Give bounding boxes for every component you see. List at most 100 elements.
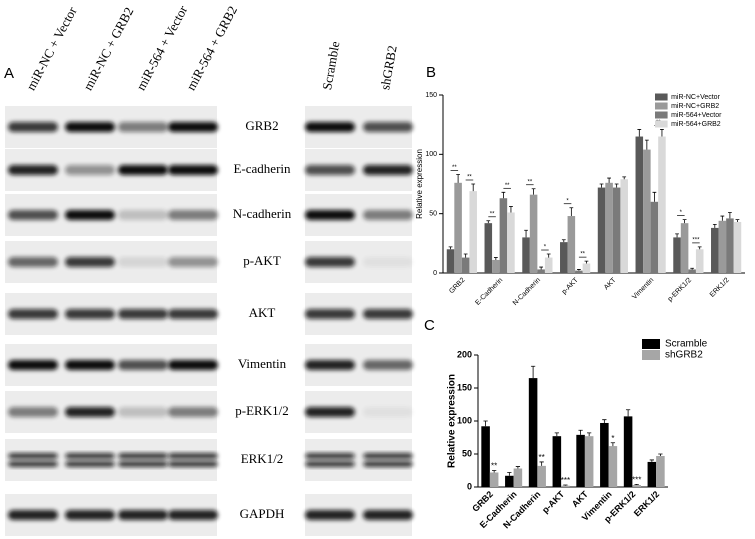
- blot-band: [305, 309, 355, 319]
- x-tick-label: N-Cadherin: [512, 277, 542, 307]
- blot-row-label: p-AKT: [243, 253, 281, 268]
- bar: [484, 223, 493, 273]
- significance-label: *: [566, 198, 569, 204]
- bar: [608, 446, 618, 487]
- blot-band: [305, 461, 355, 467]
- blot-band: [8, 309, 58, 319]
- y-tick-label: 50: [462, 448, 472, 458]
- legend-label: Scramble: [665, 339, 708, 350]
- bar: [733, 221, 742, 273]
- bar: [658, 136, 666, 273]
- blot-column-label: miR-NC + GRB2: [80, 5, 136, 93]
- y-tick-label: 150: [425, 92, 437, 99]
- blot-band: [65, 461, 115, 467]
- error-bar: [554, 432, 559, 437]
- error-bar: [546, 253, 551, 258]
- y-axis-label: Relative expression: [415, 149, 424, 219]
- error-bar: [539, 266, 544, 270]
- blot-band: [363, 257, 413, 267]
- blot-band: [118, 210, 168, 220]
- bar: [505, 475, 514, 487]
- error-bar: [660, 129, 664, 137]
- bar: [597, 187, 606, 273]
- blot-band: [168, 510, 218, 520]
- blot-band: [8, 407, 58, 417]
- error-bar: [539, 461, 544, 466]
- y-axis-label: Relative expression: [447, 374, 458, 468]
- blot-row-label: GAPDH: [240, 506, 285, 521]
- legend-label: shGRB2: [665, 350, 703, 361]
- error-bar: [735, 219, 740, 222]
- blot-band: [65, 257, 115, 267]
- blot-band: [363, 461, 413, 467]
- error-bar: [607, 177, 611, 183]
- error-bar: [448, 246, 453, 250]
- blot-band: [65, 122, 115, 132]
- blot-band: [305, 407, 355, 417]
- error-bar: [602, 419, 607, 423]
- error-bar: [507, 472, 512, 476]
- blot-band: [363, 407, 413, 417]
- bar: [507, 212, 515, 273]
- error-bar: [578, 429, 583, 435]
- bar: [469, 191, 477, 273]
- x-tick-label: p-ERK1/2: [667, 277, 693, 303]
- significance-label: **: [539, 453, 545, 462]
- significance-label: *: [611, 434, 614, 443]
- bar: [461, 257, 470, 273]
- blot-band: [65, 453, 115, 459]
- y-tick-label: 100: [457, 415, 472, 425]
- blot-column-label: miR-564 + Vector: [133, 2, 191, 92]
- blot-column-label: Scramble: [319, 40, 342, 91]
- bar: [454, 182, 462, 273]
- blot-column-label: miR-564 + GRB2: [183, 3, 240, 92]
- blot-band: [168, 453, 218, 459]
- panel-label: C: [424, 317, 435, 334]
- bar: [656, 455, 665, 487]
- panel-label: B: [426, 64, 436, 81]
- bar: [537, 465, 546, 487]
- blot-band: [8, 210, 58, 220]
- bar: [522, 237, 530, 273]
- bar: [620, 179, 628, 273]
- error-bar: [649, 459, 654, 462]
- blot-band: [168, 407, 218, 417]
- error-bar: [614, 183, 619, 188]
- error-bar: [637, 129, 642, 137]
- blot-band: [65, 165, 115, 175]
- y-tick-label: 150: [457, 382, 472, 392]
- significance-label: ***: [561, 476, 570, 485]
- blot-column-label: shGRB2: [377, 44, 400, 91]
- bar: [513, 468, 523, 487]
- error-bar: [515, 466, 521, 469]
- blot-band: [363, 309, 413, 319]
- bar: [726, 218, 734, 273]
- error-bar: [675, 233, 679, 238]
- error-bar: [569, 207, 574, 217]
- blot-band: [118, 309, 168, 319]
- blot-band: [118, 510, 168, 520]
- blot-band: [363, 360, 413, 370]
- bar: [650, 201, 659, 273]
- blot-band: [8, 360, 58, 370]
- significance-label: **: [467, 175, 472, 181]
- bar: [537, 269, 545, 273]
- blot-row-label: p-ERK1/2: [235, 403, 288, 418]
- blot-band: [305, 510, 355, 520]
- legend-label: miR-564+Vector: [671, 112, 722, 119]
- blot-band: [8, 257, 58, 267]
- error-bar: [524, 229, 528, 238]
- x-tick-label: GRB2: [448, 277, 467, 296]
- blot-row-label: E-cadherin: [233, 161, 291, 176]
- blot-band: [8, 453, 58, 459]
- error-bar: [720, 215, 725, 221]
- bar: [582, 263, 591, 273]
- significance-label: **: [490, 211, 495, 217]
- bar: [605, 182, 613, 273]
- error-bar: [658, 453, 663, 456]
- x-tick-label: ERK1/2: [632, 489, 661, 518]
- legend-swatch: [655, 111, 668, 119]
- error-bar: [644, 139, 649, 150]
- blot-band: [168, 165, 218, 175]
- error-bar: [483, 420, 488, 427]
